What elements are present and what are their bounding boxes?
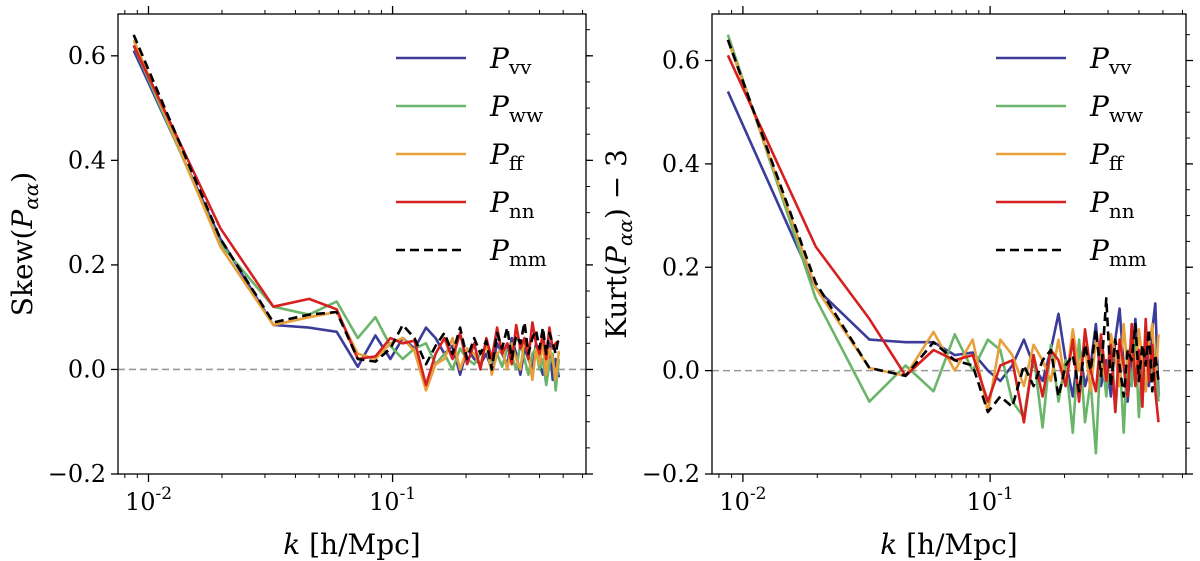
legend-label-ff: Pff <box>489 138 525 175</box>
legend-label-ff: Pff <box>1089 138 1125 175</box>
y-tick-label: 0.0 <box>662 357 700 385</box>
y-tick-label: −0.2 <box>642 460 700 488</box>
series-line-mm <box>132 34 561 371</box>
series-line-mm <box>726 39 1160 414</box>
plot-frame <box>117 13 587 475</box>
x-tick-label: 10-2 <box>719 484 766 516</box>
panel-right: −0.2 0.0 0.2 0.4 0.6 10-2 10-1 k [h/Mpc] Kurt(Pα… <box>600 6 1193 561</box>
y-tick-label: 0.2 <box>68 251 106 279</box>
series-line-ww <box>726 34 1160 455</box>
x-axis-label: k [h/Mpc] <box>283 528 420 561</box>
legend-label-mm: Pmm <box>1089 234 1147 271</box>
legend-label-vv: Pvv <box>1089 42 1132 79</box>
legend-label-vv: Pvv <box>489 42 532 79</box>
y-tick-label: 0.2 <box>662 253 700 281</box>
y-axis-label: Kurt(Pαα) − 3 <box>600 149 637 339</box>
y-tick-label: 0.6 <box>68 42 106 70</box>
panel-left: −0.2 0.0 0.2 0.4 0.6 10-2 10-1 k [h/Mpc] Skew(Pα… <box>6 6 593 561</box>
y-tick-label: 0.6 <box>662 47 700 75</box>
x-tick-label: 10-1 <box>369 484 416 516</box>
legend-label-ww: Pww <box>489 90 543 127</box>
legend-label-nn: Pnn <box>1089 186 1135 223</box>
y-axis-label: Skew(Pαα) <box>6 172 43 316</box>
y-tick-label: 0.4 <box>662 150 700 178</box>
series-group <box>726 34 1160 455</box>
legend-label-nn: Pnn <box>489 186 535 223</box>
x-axis-label: k [h/Mpc] <box>880 528 1017 561</box>
x-tick-label: 10-1 <box>967 484 1014 516</box>
y-tick-label: −0.2 <box>48 460 106 488</box>
series-line-nn <box>726 54 1160 424</box>
series-group <box>132 34 561 392</box>
y-tick-label: 0.0 <box>68 355 106 383</box>
legend-label-ww: Pww <box>1089 90 1143 127</box>
y-tick-label: 0.4 <box>68 146 106 174</box>
x-tick-label: 10-2 <box>125 484 172 516</box>
legend-label-mm: Pmm <box>489 234 547 271</box>
series-line-nn <box>132 44 560 387</box>
plot-frame <box>711 13 1187 475</box>
